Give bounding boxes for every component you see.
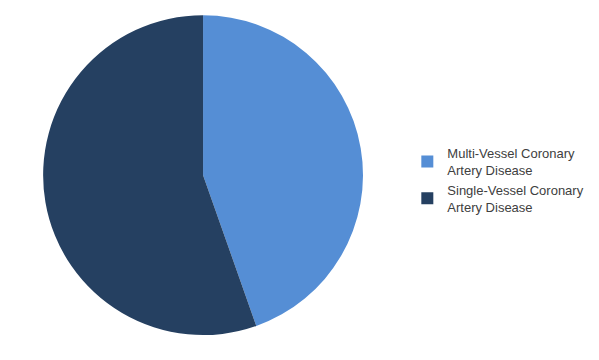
svg-text:Single-Vessel CoronaryArtery D: Single-Vessel CoronaryArtery Disease	[447, 183, 583, 215]
svg-text:Multi-Vessel CoronaryArtery Di: Multi-Vessel CoronaryArtery Disease	[447, 146, 575, 178]
